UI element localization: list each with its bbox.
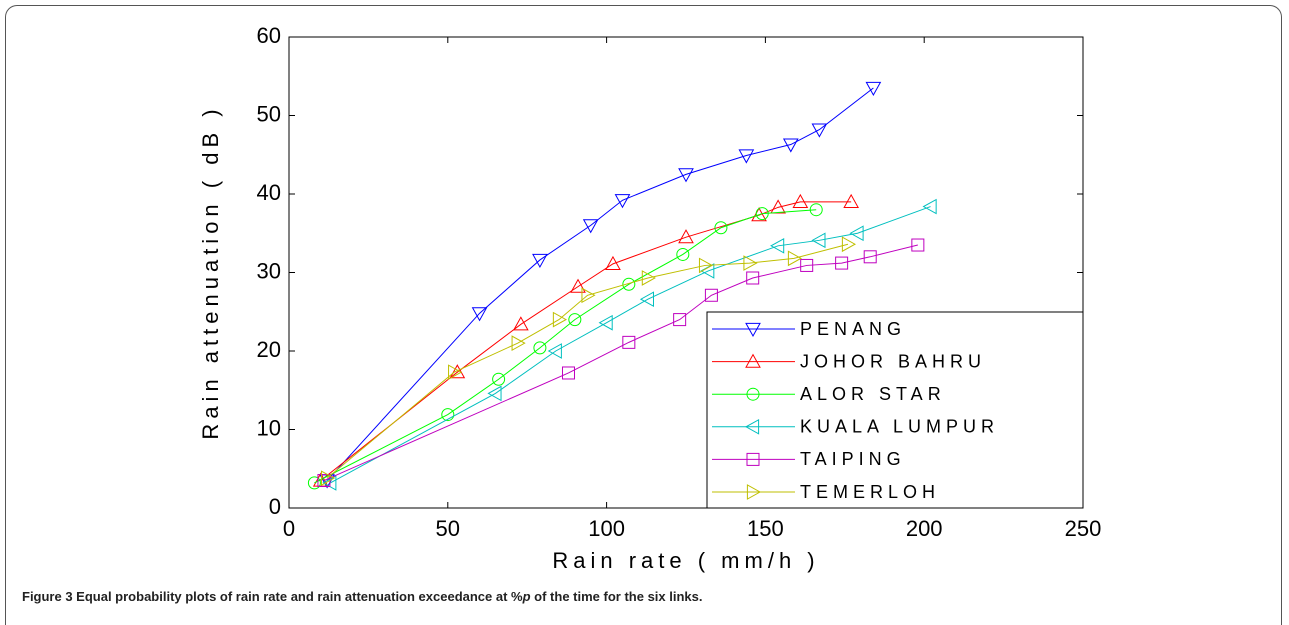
marker	[605, 255, 621, 270]
legend-label: ALOR STAR	[800, 384, 946, 404]
marker	[678, 229, 694, 244]
legend-label: KUALA LUMPUR	[800, 417, 999, 437]
figure-frame	[5, 5, 1282, 625]
marker	[622, 335, 636, 349]
marker	[738, 149, 755, 164]
marker	[800, 258, 814, 272]
y-tick-label: 20	[257, 337, 281, 362]
caption-italic: p	[522, 589, 531, 604]
marker	[552, 311, 567, 328]
y-tick-label: 30	[257, 258, 281, 283]
marker	[614, 194, 631, 209]
x-tick-label: 150	[747, 516, 784, 541]
marker	[641, 270, 656, 286]
marker	[547, 343, 562, 359]
marker	[911, 238, 925, 252]
marker	[321, 470, 336, 487]
marker	[811, 232, 826, 249]
series-line	[323, 244, 918, 481]
y-tick-label: 10	[257, 415, 281, 440]
legend-box	[706, 311, 1084, 509]
x-axis-label: Rain rate ( mm/h )	[552, 548, 819, 573]
legend-label: JOHOR BAHRU	[800, 351, 986, 371]
marker	[448, 364, 463, 381]
marker	[511, 335, 526, 351]
marker	[598, 314, 613, 331]
marker	[698, 257, 714, 274]
marker	[809, 203, 823, 217]
legend-label: TAIPING	[800, 449, 906, 469]
marker	[532, 253, 548, 268]
legend-label: TEMERLOH	[800, 482, 940, 502]
marker	[835, 256, 849, 270]
y-tick-label: 40	[257, 180, 281, 205]
series-line	[330, 206, 931, 484]
marker	[922, 198, 937, 215]
x-tick-label: 100	[588, 516, 625, 541]
marker	[676, 247, 690, 261]
marker	[849, 225, 864, 242]
marker	[441, 408, 455, 422]
legend-marker	[746, 387, 760, 401]
marker	[581, 287, 596, 304]
marker	[787, 250, 803, 267]
marker	[487, 385, 502, 402]
caption-text: of the time for the six links.	[530, 589, 703, 604]
marker	[751, 207, 767, 222]
marker	[714, 221, 728, 235]
marker	[865, 81, 882, 97]
marker	[492, 372, 506, 386]
marker	[843, 193, 860, 208]
y-tick-label: 0	[269, 494, 281, 519]
marker	[307, 476, 321, 490]
marker	[471, 307, 488, 322]
marker	[704, 288, 718, 302]
legend-label: PENANG	[800, 319, 906, 339]
marker	[841, 236, 857, 253]
marker	[533, 341, 547, 355]
marker	[622, 277, 636, 291]
chart: Rain rate ( mm/h ) Rain attenuation ( dB…	[198, 23, 1102, 573]
marker	[863, 250, 877, 264]
marker	[770, 237, 785, 254]
x-tick-label: 250	[1065, 516, 1102, 541]
marker	[673, 313, 687, 327]
y-tick-label: 50	[257, 101, 281, 126]
marker	[746, 271, 760, 285]
series-line	[326, 243, 849, 479]
x-tick-label: 50	[436, 516, 460, 541]
series-line	[320, 201, 852, 481]
caption-text: Figure 3 Equal probability plots of rain…	[22, 589, 523, 604]
legend-marker	[746, 452, 760, 466]
marker	[678, 168, 694, 183]
series-line	[326, 87, 874, 481]
x-tick-label: 200	[906, 516, 943, 541]
marker	[811, 123, 828, 138]
marker	[639, 291, 654, 308]
marker	[743, 255, 758, 271]
marker	[568, 313, 582, 327]
caption: Figure 3 Equal probability plots of rain…	[22, 589, 702, 604]
legend-marker	[746, 484, 762, 500]
legend-marker	[745, 353, 761, 368]
marker	[570, 278, 586, 293]
series-line	[314, 209, 817, 484]
x-tick-label: 0	[283, 516, 295, 541]
y-axis-label: Rain attenuation ( dB )	[198, 104, 223, 439]
marker	[582, 219, 599, 234]
marker	[755, 207, 769, 221]
marker	[512, 316, 529, 331]
y-tick-label: 60	[257, 23, 281, 48]
legend-marker	[745, 322, 761, 338]
marker	[782, 138, 799, 153]
legend-marker	[744, 418, 760, 435]
marker	[561, 366, 575, 380]
marker	[792, 193, 809, 208]
